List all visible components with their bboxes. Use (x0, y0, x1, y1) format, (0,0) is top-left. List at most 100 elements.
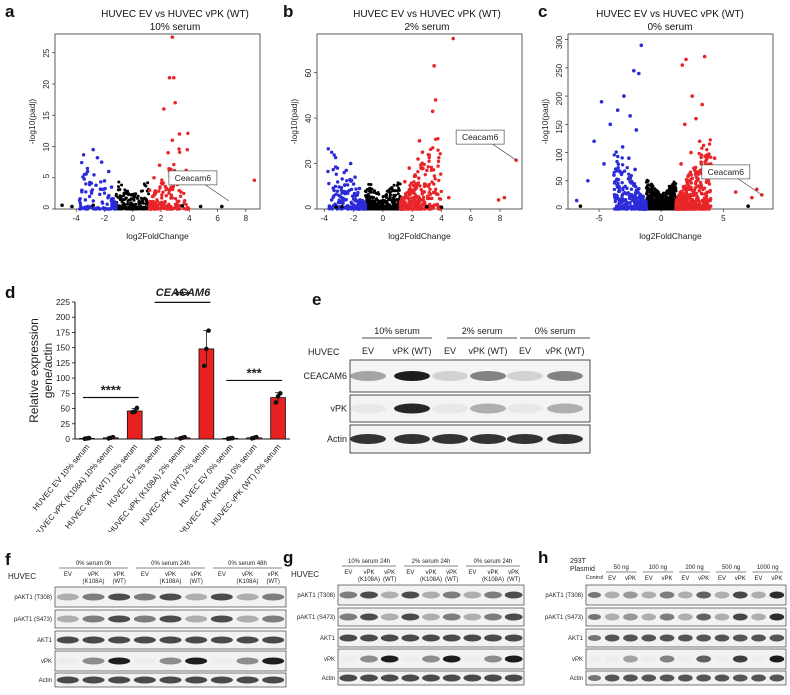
point-up (426, 165, 430, 169)
point-up (161, 190, 165, 194)
point-down (612, 170, 616, 175)
callout-box (455, 129, 505, 145)
replicate-point (182, 434, 187, 440)
point-ns (368, 207, 372, 211)
band (339, 613, 358, 621)
point-up (152, 175, 156, 180)
point-down (78, 196, 82, 201)
point-up (408, 183, 412, 188)
point-down (335, 189, 340, 193)
point-ns (127, 207, 131, 211)
point-down (612, 153, 616, 157)
band (678, 591, 693, 599)
point-down (614, 150, 618, 154)
point-up (701, 187, 705, 191)
band (339, 674, 358, 682)
band (751, 591, 766, 599)
callout-label: Ceacam6 (462, 132, 499, 142)
band (659, 634, 675, 642)
point-up (428, 196, 432, 201)
band (769, 591, 785, 599)
y-axis-label: -log10(padj) (289, 99, 299, 145)
point-down (615, 159, 619, 164)
point-up (430, 180, 434, 184)
point-down (358, 198, 362, 202)
point-ns (139, 196, 143, 200)
band (210, 615, 233, 623)
point-down (613, 167, 618, 171)
point-ns (377, 207, 381, 211)
volcano-plot-a: -4 -2 0 2 4 6 8 0 5 10 15 20 25 log2FoldChange -log10(… (27, 33, 261, 241)
point-ns (647, 183, 651, 187)
group-label: 0% serum (535, 326, 576, 336)
group-label: 1000 ng (757, 565, 779, 571)
panel-b-subtitle: 2% serum (404, 22, 450, 33)
point-ns (674, 187, 678, 191)
point-ns (132, 198, 136, 202)
point-up (700, 192, 704, 196)
point-up (400, 196, 405, 200)
row-label: pAKT1 (T308) (297, 593, 335, 599)
point-up (160, 178, 164, 182)
callout-label: Ceacam6 (175, 173, 212, 183)
band (732, 634, 748, 642)
lane-label: (K108A) (159, 579, 181, 585)
point-up (413, 198, 417, 203)
point-up (173, 202, 178, 207)
point-up (438, 197, 443, 201)
band (360, 655, 378, 663)
band (659, 591, 675, 599)
callout-label: Ceacam6 (708, 167, 745, 177)
x-axis-label: log2FoldChange (388, 231, 451, 241)
point-up (170, 35, 175, 39)
band (108, 657, 131, 665)
point-down (616, 177, 621, 182)
band (350, 434, 386, 444)
y-tick-label: 225 (56, 297, 70, 307)
group-label: 2% serum (462, 326, 503, 336)
blot-strip (337, 607, 525, 627)
point-up (682, 198, 686, 203)
point-up (416, 169, 420, 174)
point-down (629, 206, 634, 211)
band (262, 615, 285, 623)
x-tick-label: 8 (244, 214, 249, 223)
lane-label: EV (218, 572, 226, 578)
band (422, 591, 440, 599)
point-down (620, 156, 624, 160)
point-ns (377, 204, 381, 208)
point-ns (646, 196, 650, 200)
band (504, 655, 523, 663)
point-down (326, 147, 330, 151)
point-up (705, 147, 709, 152)
lane-label: vPK (242, 572, 253, 578)
group-label: 100 ng (649, 565, 667, 571)
point-up (704, 194, 709, 199)
point-up (686, 173, 691, 177)
blot-strip (585, 648, 787, 670)
point-down (620, 145, 625, 149)
point-ns (655, 195, 659, 199)
band (422, 634, 440, 642)
band (401, 613, 420, 621)
y-tick-label: 20 (304, 159, 313, 168)
point-up (150, 194, 155, 199)
band (133, 636, 156, 644)
point-up (689, 150, 693, 155)
row-label: AKT1 (568, 636, 584, 642)
lane-label: vPK (698, 576, 709, 582)
point-down (79, 207, 83, 211)
point-down (346, 207, 351, 211)
western-blot-h: 293T Plasmid Control 50 ng EV vPK 100 ng EV vPK 2… (538, 543, 790, 693)
point-down (592, 139, 596, 144)
point-down (345, 179, 349, 183)
point-ns (578, 204, 583, 208)
point-down (87, 194, 92, 199)
point-down (334, 192, 338, 196)
point-ns (377, 192, 381, 196)
point-up (252, 178, 257, 183)
band (394, 371, 430, 381)
point-up (408, 193, 412, 197)
point-ns (118, 198, 122, 202)
point-ns (391, 201, 395, 205)
